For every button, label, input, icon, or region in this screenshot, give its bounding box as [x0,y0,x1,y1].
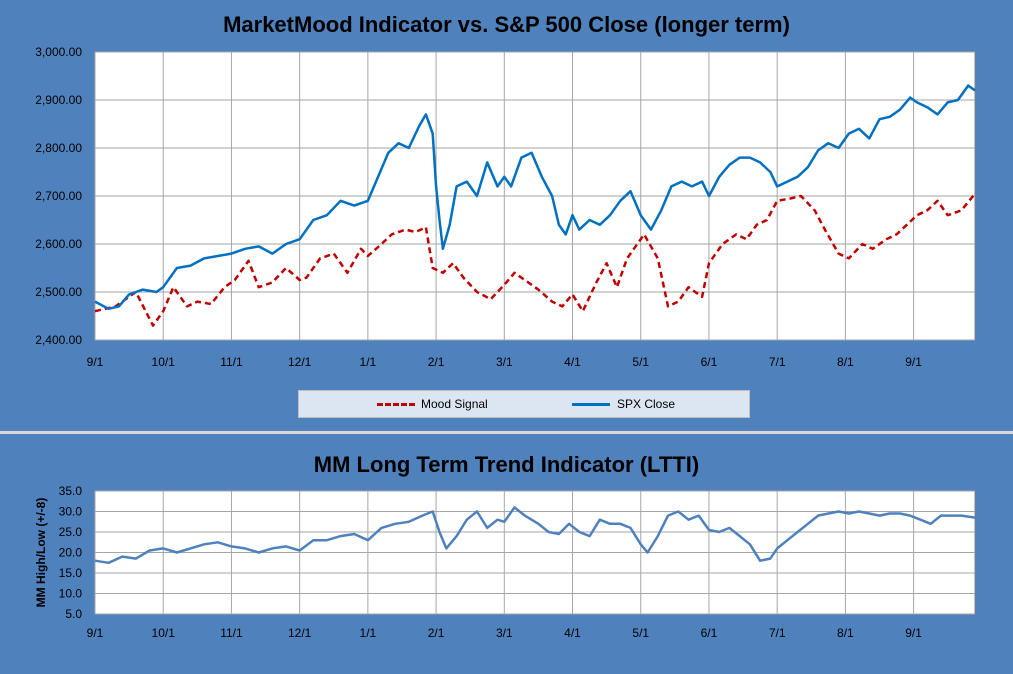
x-tick-label-1-7: 4/1 [564,626,581,640]
series-line-1-0 [94,506,976,565]
x-tick-label-1-5: 2/1 [428,626,445,640]
legend-mood-label: Mood Signal [421,397,488,411]
y-tick-label-0-2: 2,800.00 [35,141,82,155]
x-tick-label-1-9: 6/1 [701,626,718,640]
series-line-spx-close [94,84,976,311]
x-tick-label-1-8: 5/1 [632,626,649,640]
x-tick-label-0-2: 11/1 [220,355,243,369]
legend-spx-swatch [572,403,610,406]
x-tick-label-0-8: 5/1 [632,355,649,369]
top-chart-title: MarketMood Indicator vs. S&P 500 Close (… [223,12,790,37]
x-tick-label-0-12: 9/1 [905,355,922,369]
x-tick-label-0-7: 4/1 [564,355,581,369]
y-tick-label-1-4: 15.0 [59,566,83,580]
x-tick-label-0-4: 1/1 [360,355,377,369]
y-tick-label-1-2: 25.0 [59,525,83,539]
bottom-chart-title: MM Long Term Trend Indicator (LTTI) [313,452,700,477]
legend-mood-swatch [377,403,415,406]
panel-divider [0,431,1013,434]
x-tick-label-1-0: 9/1 [87,626,104,640]
legend-spx-label: SPX Close [617,397,676,411]
y-tick-label-0-4: 2,600.00 [35,237,82,251]
y-tick-label-1-3: 20.0 [59,546,83,560]
x-tick-label-0-10: 7/1 [769,355,786,369]
legend: Mood Signal SPX Close [298,390,750,418]
x-tick-label-1-2: 11/1 [220,626,243,640]
y-tick-label-0-0: 3,000.00 [35,45,82,59]
y-tick-label-1-5: 10.0 [59,587,83,601]
x-tick-label-1-6: 3/1 [496,626,513,640]
y-tick-label-0-3: 2,700.00 [35,189,82,203]
y-tick-label-0-5: 2,500.00 [35,285,82,299]
y-axis-label-1: MM High/Low (+/-8) [34,498,48,608]
x-tick-label-0-6: 3/1 [496,355,513,369]
x-tick-label-1-11: 8/1 [837,626,854,640]
x-tick-label-0-11: 8/1 [837,355,854,369]
x-tick-label-1-10: 7/1 [769,626,786,640]
x-tick-label-1-12: 9/1 [905,626,922,640]
x-tick-label-1-4: 1/1 [360,626,377,640]
x-tick-label-0-9: 6/1 [701,355,718,369]
x-tick-label-0-0: 9/1 [87,355,104,369]
y-tick-label-1-1: 30.0 [59,505,83,519]
x-tick-label-0-1: 10/1 [152,355,176,369]
x-tick-label-0-5: 2/1 [428,355,445,369]
x-tick-label-1-3: 12/1 [288,626,312,640]
y-tick-label-1-6: 5.0 [65,607,82,621]
x-tick-label-0-3: 12/1 [288,355,312,369]
y-tick-label-1-0: 35.0 [59,484,83,498]
y-tick-label-0-6: 2,400.00 [35,333,82,347]
x-tick-label-1-1: 10/1 [152,626,176,640]
y-tick-label-0-1: 2,900.00 [35,93,82,107]
